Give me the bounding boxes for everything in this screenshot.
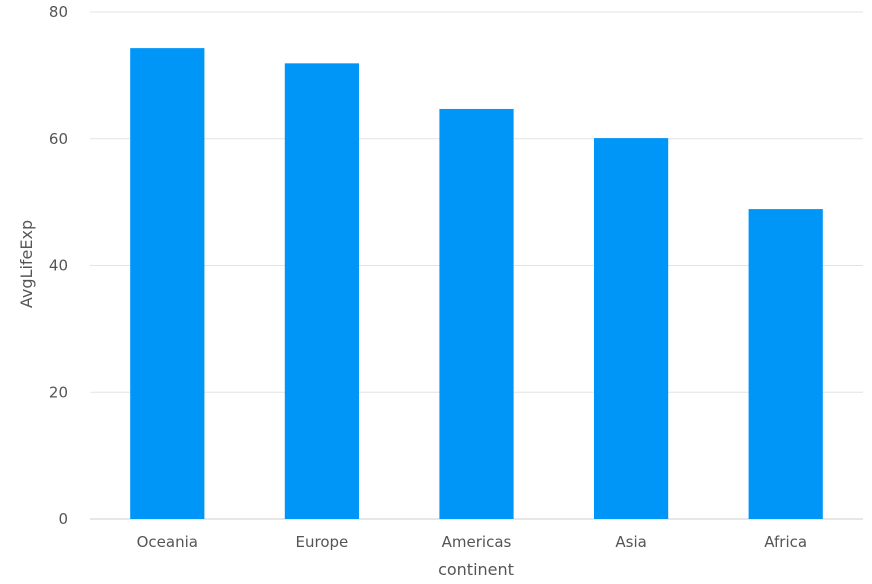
bar-europe[interactable] bbox=[284, 63, 360, 520]
bar-oceania[interactable] bbox=[130, 48, 205, 519]
x-axis-title: continent bbox=[438, 560, 514, 579]
y-axis-title: AvgLifeExp bbox=[17, 220, 36, 308]
x-tick-labels: Oceania Europe Americas Asia Africa bbox=[137, 533, 807, 551]
y-tick-label: 40 bbox=[49, 257, 68, 275]
y-tick-label: 20 bbox=[49, 383, 68, 401]
x-tick-label: Asia bbox=[615, 533, 646, 551]
bar-asia[interactable] bbox=[593, 138, 669, 519]
y-tick-labels: 0 20 40 60 80 bbox=[49, 3, 68, 528]
y-tick-label: 0 bbox=[58, 510, 68, 528]
x-tick-label: Oceania bbox=[137, 533, 198, 551]
x-tick-label: Europe bbox=[296, 533, 349, 551]
x-tick-label: Africa bbox=[764, 533, 807, 551]
y-tick-label: 80 bbox=[49, 3, 68, 21]
y-tick-label: 60 bbox=[49, 130, 68, 148]
bars bbox=[130, 48, 823, 520]
bar-americas[interactable] bbox=[439, 108, 514, 520]
bar-africa[interactable] bbox=[748, 209, 823, 519]
x-tick-label: Americas bbox=[442, 533, 512, 551]
